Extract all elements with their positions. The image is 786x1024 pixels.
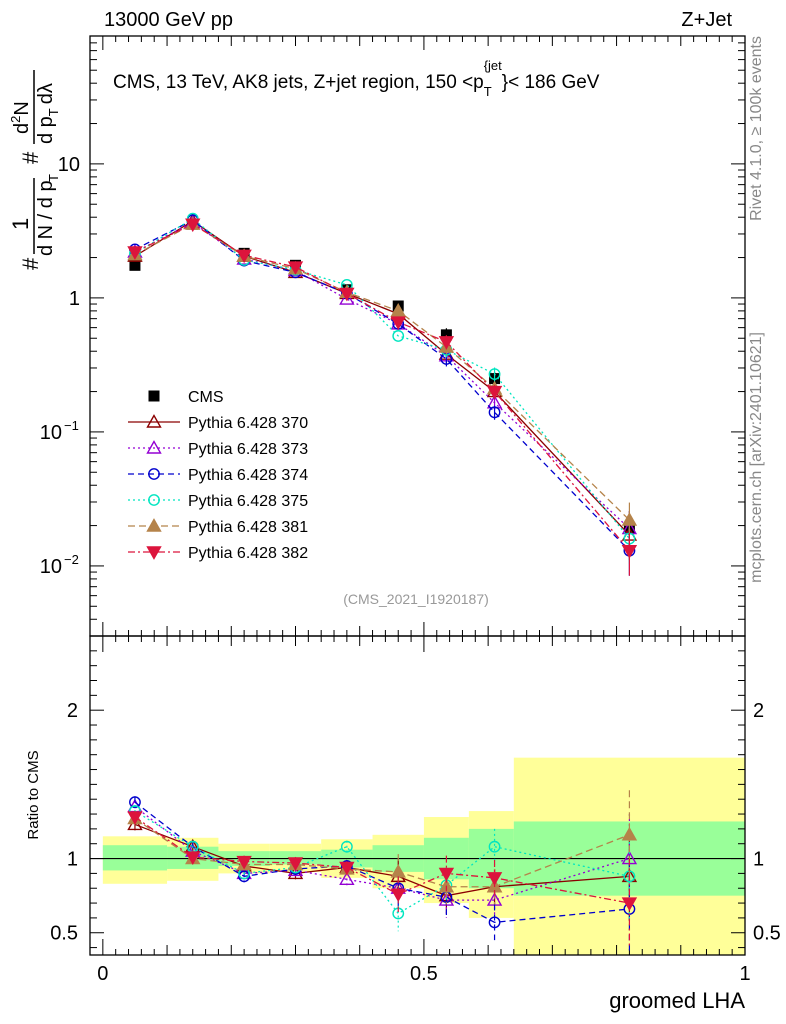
ratio-xtick-label: 1 <box>739 963 750 985</box>
ratio-band-inner <box>102 845 168 871</box>
main-point-s382 <box>390 316 406 331</box>
ratio-point-s382 <box>438 867 455 882</box>
main-ytick-label: 1 <box>69 288 80 310</box>
ratio-ytick-label: 2 <box>67 700 78 722</box>
main-point-s374 <box>488 406 501 419</box>
ratio-frame <box>89 635 746 956</box>
legend-marker-cms <box>148 390 160 402</box>
ratio-point-s374 <box>488 916 501 929</box>
legend-label-s374: Pythia 6.428 374 <box>188 467 308 484</box>
main-series-line-s375 <box>134 217 630 539</box>
main-series-line-s382 <box>134 223 630 552</box>
side-rivet-label: Rivet 4.1.0, ≥ 100k events <box>748 36 765 221</box>
main-point-s381 <box>390 302 406 317</box>
svg-text:d pTdλ: d pTdλ <box>35 83 61 144</box>
svg-text:#: # <box>18 151 43 164</box>
ratio-ytick-label: 1 <box>67 849 78 871</box>
main-series-line-s370 <box>134 220 630 536</box>
main-point-s382 <box>127 246 143 260</box>
main-series-line-s374 <box>134 219 630 552</box>
legend-marker-s382 <box>146 546 162 560</box>
ratio-point-s382 <box>621 897 638 911</box>
ratio-ytick-label: 0.5 <box>50 923 78 945</box>
ratio-point-s382 <box>185 851 201 865</box>
ratio-point-s382 <box>127 811 143 825</box>
main-ytick-label-exp: −2 <box>64 552 79 567</box>
legend-marker-s370 <box>146 414 162 428</box>
ratio-xtick-label: 0 <box>97 963 108 985</box>
svg-text:#: # <box>18 257 43 270</box>
main-point-cms <box>440 329 452 341</box>
x-axis-label: groomed LHA <box>609 988 745 1013</box>
svg-text:d2N: d2N <box>8 101 33 134</box>
ratio-xtick-label: 0.5 <box>410 963 438 985</box>
ratio-point-s374 <box>129 796 141 809</box>
svg-text:d N / d p: d N / d p <box>35 180 57 256</box>
legend-label-s382: Pythia 6.428 382 <box>188 545 308 562</box>
main-title: CMS, 13 TeV, AK8 jets, Z+jet region, 150… <box>113 58 600 99</box>
ratio-ytick-label-right: 1 <box>753 849 764 871</box>
ratio-point-s374 <box>238 870 251 883</box>
ratio-panel: 0.5 0.51 12 20 0.5 1 <box>50 635 781 985</box>
main-point-s382 <box>438 336 455 350</box>
ratio-point-s382 <box>390 888 406 903</box>
legend-marker-s374 <box>148 468 160 480</box>
legend-marker-s373 <box>146 440 162 454</box>
legend-label-s381: Pythia 6.428 381 <box>188 519 308 536</box>
main-point-s381 <box>621 512 638 526</box>
main-point-s382 <box>185 218 201 233</box>
main-point-s375 <box>392 330 405 342</box>
ratio-point-s375 <box>488 840 501 853</box>
legend: CMS Pythia 6.428 370 Pythia 6.428 373 Pythi… <box>128 389 308 562</box>
ratio-point-s382 <box>339 861 355 876</box>
svg-text:1: 1 <box>8 218 33 230</box>
main-point-s382 <box>621 544 638 559</box>
ratio-point-s382 <box>486 872 503 886</box>
main-ylabel: # 1 d N / d p T # d2N d pTdλ <box>8 70 61 270</box>
ratio-ytick-label-right: 2 <box>753 700 764 722</box>
ratio-ytick-label-right: 0.5 <box>753 923 781 945</box>
main-ytick-label: 10 <box>40 422 62 444</box>
legend-marker-s381 <box>146 518 162 532</box>
main-series-line-s373 <box>134 221 630 530</box>
svg-text:T: T <box>46 174 61 182</box>
main-ytick-label: 10 <box>58 154 80 176</box>
legend-label-s375: Pythia 6.428 375 <box>188 493 308 510</box>
main-point-s375 <box>488 368 501 381</box>
ratio-point-s381 <box>621 826 638 841</box>
ratio-point-s382 <box>287 857 304 871</box>
header-process-label: Z+Jet <box>681 9 732 31</box>
ratio-point-s373 <box>339 871 355 886</box>
analysis-id: (CMS_2021_I1920187) <box>343 591 489 607</box>
main-point-s382 <box>486 385 503 400</box>
main-point-s382 <box>287 261 304 275</box>
ratio-point-s375 <box>340 840 353 853</box>
legend-label-s370: Pythia 6.428 370 <box>188 415 308 432</box>
ratio-ylabel: Ratio to CMS <box>25 750 42 839</box>
main-point-s382 <box>236 249 252 264</box>
main-ytick-label: 10 <box>40 556 62 578</box>
legend-label-s373: Pythia 6.428 373 <box>188 441 308 458</box>
main-point-cms <box>129 259 141 271</box>
main-ytick-label-exp: −1 <box>64 418 79 433</box>
main-point-s382 <box>339 287 355 302</box>
header-energy-label: 13000 GeV pp <box>104 9 233 31</box>
ratio-series-line-s373 <box>134 806 630 901</box>
legend-marker-s375 <box>148 494 160 506</box>
ratio-point-s382 <box>236 855 252 870</box>
side-mcplots-label: mcplots.cern.ch [arXiv:2401.10621] <box>748 332 765 583</box>
legend-label-cms: CMS <box>188 389 224 406</box>
